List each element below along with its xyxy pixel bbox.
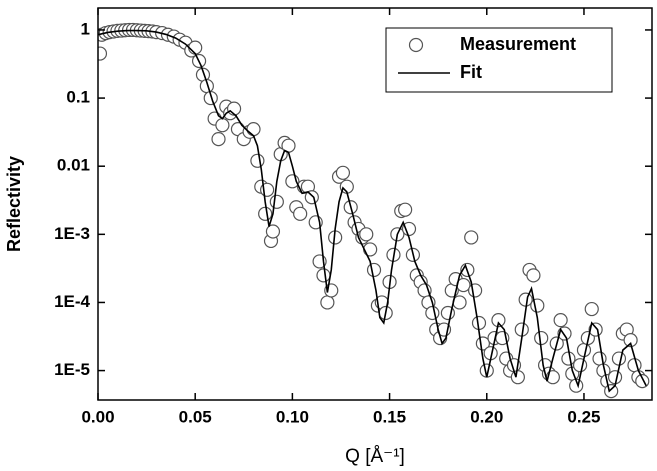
- legend: Measurement Fit: [385, 27, 613, 93]
- data-point: [188, 40, 203, 55]
- x-axis-title: Q [Å⁻¹]: [345, 446, 405, 467]
- data-point: [623, 333, 638, 348]
- data-point: [265, 224, 281, 239]
- y-tick-label: 1: [81, 19, 90, 38]
- y-tick-label: 0.1: [66, 88, 90, 107]
- data-point: [363, 242, 378, 257]
- y-tick-label: 1E-3: [54, 224, 90, 243]
- data-point: [510, 370, 525, 385]
- plot-marks: [98, 22, 650, 399]
- y-tick-label: 1E-4: [54, 292, 90, 311]
- data-point: [572, 358, 588, 373]
- data-point: [464, 230, 479, 245]
- y-axis-title: Reflectivity: [4, 156, 24, 252]
- data-point: [526, 268, 541, 283]
- data-point: [293, 206, 308, 221]
- y-tick-label: 0.01: [57, 156, 90, 175]
- data-point: [561, 351, 576, 366]
- x-tick-label: 0.20: [470, 407, 503, 426]
- x-tick-label: 0.15: [373, 407, 406, 426]
- data-point: [335, 165, 351, 180]
- x-tick-label: 0.05: [179, 407, 212, 426]
- data-point: [530, 298, 545, 313]
- x-tick-label: 0.10: [276, 407, 309, 426]
- data-point: [98, 46, 108, 61]
- data-point: [203, 90, 218, 106]
- plot-frame: [97, 7, 653, 401]
- fit-line: [98, 29, 647, 393]
- data-point: [607, 370, 623, 385]
- data-point: [534, 330, 549, 346]
- data-point: [211, 131, 226, 147]
- legend-label: Measurement: [460, 34, 576, 54]
- y-tick-label: 1E-5: [54, 360, 90, 379]
- data-point: [611, 351, 627, 366]
- data-point: [398, 202, 413, 217]
- data-point: [468, 283, 483, 298]
- data-point: [250, 153, 265, 168]
- data-point: [576, 342, 592, 358]
- legend-label: Fit: [460, 62, 482, 82]
- data-point: [215, 118, 230, 133]
- x-tick-label: 0.25: [567, 407, 600, 426]
- legend-marker: [408, 37, 424, 53]
- data-point: [269, 194, 284, 209]
- legend-box: [385, 27, 613, 93]
- x-tick-label: 0.00: [81, 407, 114, 426]
- data-point: [584, 301, 599, 317]
- data-point: [627, 358, 642, 373]
- data-point: [246, 122, 261, 137]
- data-point: [366, 262, 382, 278]
- data-point: [592, 351, 607, 366]
- data-point: [316, 268, 331, 283]
- data-point: [320, 295, 335, 310]
- data-point: [518, 292, 533, 307]
- data-point: [425, 305, 440, 321]
- data-point: [604, 383, 619, 399]
- data-point: [258, 206, 273, 221]
- data-point: [553, 313, 568, 328]
- data-point: [359, 227, 374, 242]
